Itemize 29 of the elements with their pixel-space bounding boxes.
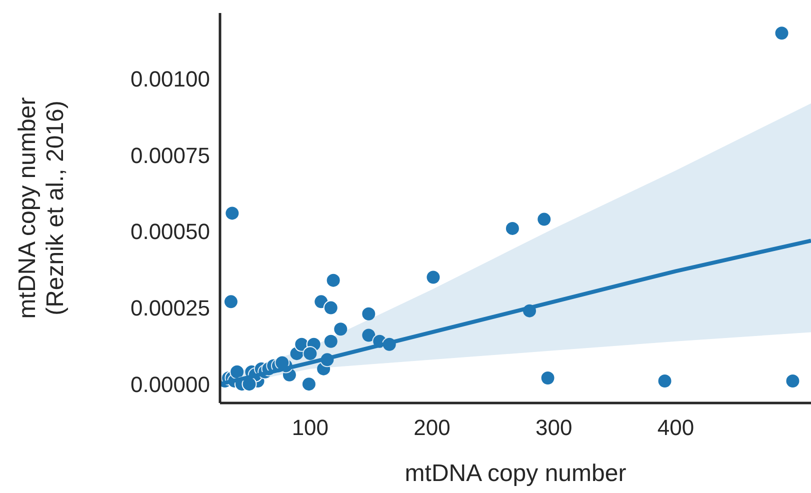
point bbox=[361, 328, 376, 343]
point bbox=[785, 374, 800, 389]
point bbox=[540, 370, 556, 386]
point bbox=[657, 374, 672, 389]
y-tick-label: 0.00025 bbox=[130, 295, 210, 320]
x-axis-title: mtDNA copy number bbox=[404, 460, 626, 487]
point bbox=[323, 300, 338, 316]
point bbox=[536, 212, 552, 227]
point bbox=[230, 364, 245, 380]
y-tick-label: 0.00000 bbox=[130, 372, 210, 397]
point bbox=[504, 220, 520, 236]
point bbox=[426, 270, 441, 285]
point bbox=[333, 322, 348, 337]
x-tick-label: 400 bbox=[657, 415, 694, 440]
x-tick-label: 200 bbox=[414, 415, 450, 440]
point bbox=[224, 206, 240, 221]
point bbox=[301, 376, 316, 392]
x-tick-label: 300 bbox=[536, 415, 572, 440]
point bbox=[323, 334, 338, 349]
x-tick-label: 100 bbox=[292, 415, 329, 440]
point bbox=[326, 272, 341, 288]
y-axis-title: mtDNA copy number (Reznik et al., 2016) bbox=[14, 97, 69, 319]
y-tick-label: 0.00100 bbox=[130, 66, 210, 92]
point bbox=[361, 306, 376, 322]
point bbox=[223, 294, 238, 310]
point bbox=[774, 26, 790, 41]
y-tick-label: 0.00075 bbox=[130, 142, 210, 168]
point bbox=[302, 346, 318, 362]
y-tick-label: 0.00050 bbox=[130, 219, 210, 244]
